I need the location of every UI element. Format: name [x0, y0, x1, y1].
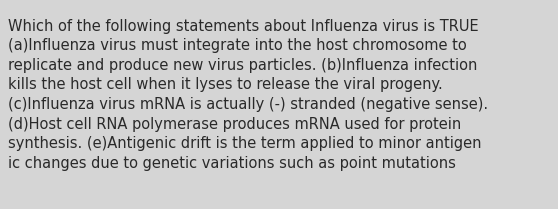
Text: Which of the following statements about Influenza virus is TRUE
(a)Influenza vir: Which of the following statements about … [8, 19, 488, 171]
